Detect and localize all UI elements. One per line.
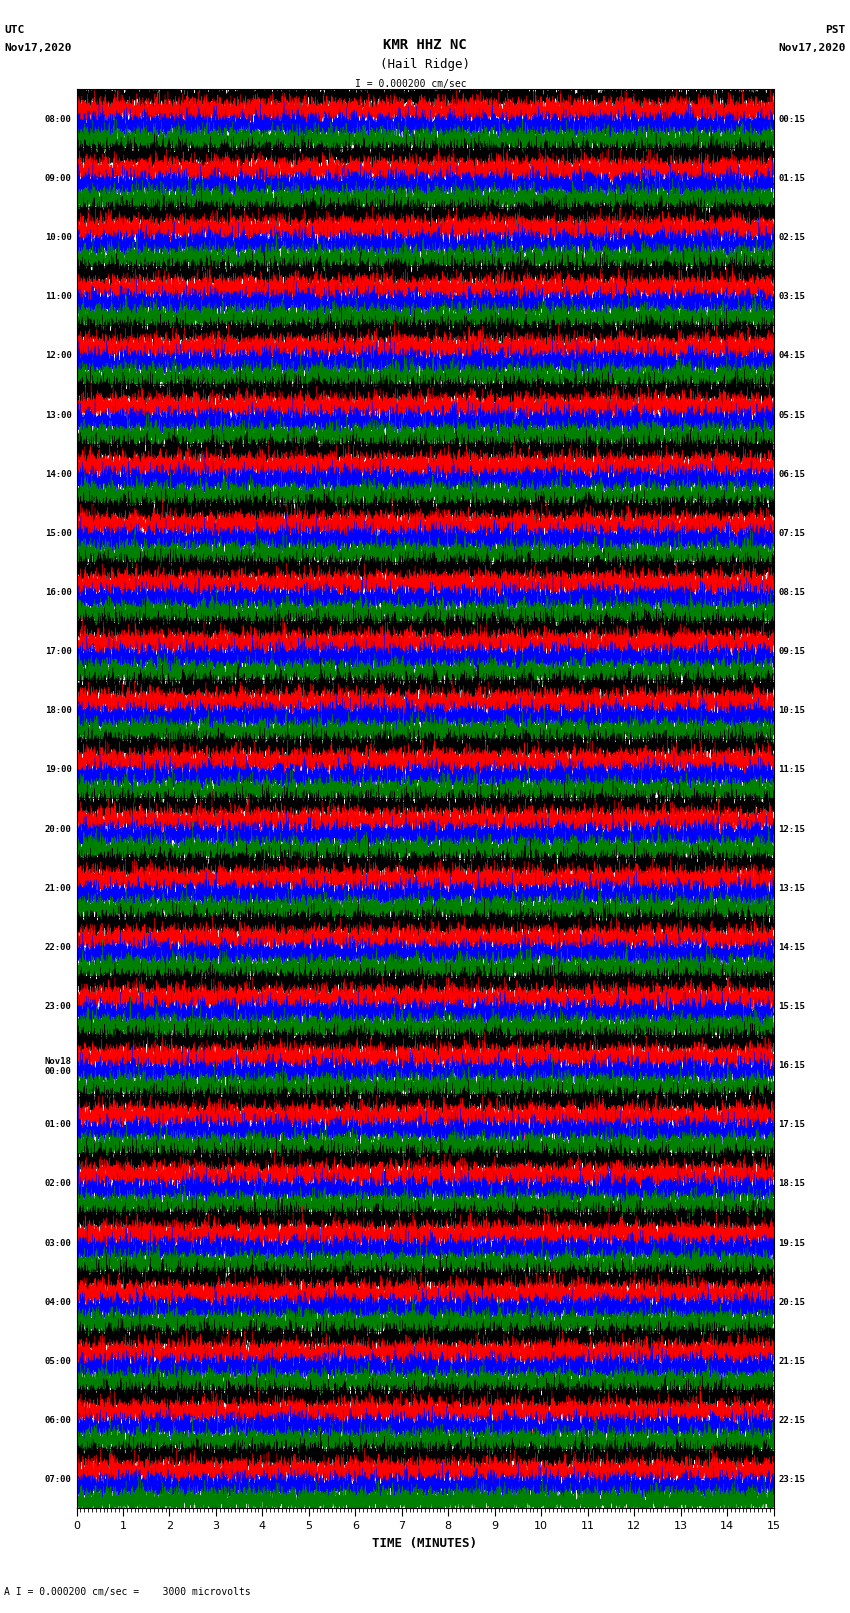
- Text: UTC: UTC: [4, 26, 25, 35]
- Text: Nov17,2020: Nov17,2020: [779, 44, 846, 53]
- Text: Nov17,2020: Nov17,2020: [4, 44, 71, 53]
- X-axis label: TIME (MINUTES): TIME (MINUTES): [372, 1537, 478, 1550]
- Text: KMR HHZ NC: KMR HHZ NC: [383, 37, 467, 52]
- Text: A I = 0.000200 cm/sec =    3000 microvolts: A I = 0.000200 cm/sec = 3000 microvolts: [4, 1587, 251, 1597]
- Text: PST: PST: [825, 26, 846, 35]
- Text: I = 0.000200 cm/sec: I = 0.000200 cm/sec: [355, 79, 467, 89]
- Text: (Hail Ridge): (Hail Ridge): [380, 58, 470, 71]
